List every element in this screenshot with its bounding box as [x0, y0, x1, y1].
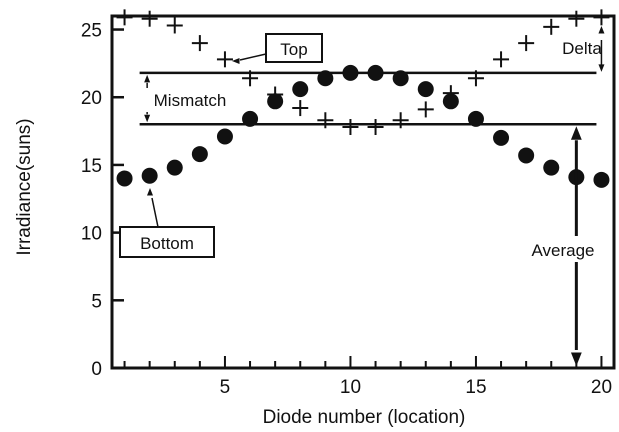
bottom-label: Bottom: [140, 234, 194, 253]
dot-marker: [442, 93, 459, 110]
top-label: Top: [280, 40, 307, 59]
delta-label-bg: [558, 36, 612, 58]
dot-marker: [242, 110, 259, 127]
y-tick-label: 15: [81, 156, 102, 177]
delta-arrow-up: [598, 26, 605, 34]
x-tick-label: 5: [220, 377, 231, 398]
y-tick-label: 10: [81, 224, 102, 245]
plus-marker: [242, 70, 259, 87]
y-tick-label: 20: [81, 88, 102, 109]
dot-marker: [518, 147, 535, 164]
dot-marker: [392, 70, 409, 87]
plus-marker: [493, 51, 510, 68]
dot-marker: [267, 93, 284, 110]
x-tick-label: 10: [340, 377, 361, 398]
mismatch-arrow-down: [144, 114, 151, 123]
axes: [110, 14, 616, 370]
dot-marker: [467, 110, 484, 127]
plus-marker: [417, 101, 434, 118]
average-label: Average: [531, 241, 594, 260]
y-tick-label: 25: [81, 21, 102, 42]
x-tick-label: 20: [591, 377, 612, 398]
dot-marker: [166, 159, 183, 176]
delta-label: Delta: [562, 39, 602, 58]
average-arrow-down: [570, 352, 582, 366]
y-tick-label: 0: [91, 359, 102, 380]
plus-marker: [116, 9, 133, 26]
plus-marker: [141, 10, 158, 27]
plot-frame: [110, 14, 616, 370]
plus-marker: [367, 119, 384, 136]
average-label-bg: [516, 236, 610, 262]
dot-marker: [317, 70, 334, 87]
plus-marker: [467, 70, 484, 87]
plus-marker: [593, 9, 610, 26]
top-pointer-head: [232, 58, 240, 64]
plus-marker: [392, 112, 409, 129]
plus-marker: [191, 35, 208, 52]
dot-marker: [141, 167, 158, 184]
top-pointer: [239, 53, 267, 61]
mismatch-label: Mismatch: [154, 91, 227, 110]
bottom-label-box: [119, 226, 215, 258]
plus-marker: [543, 18, 560, 35]
mismatch-arrow-up: [144, 74, 151, 83]
average-arrow-up: [570, 126, 582, 140]
annotations: Top Mismatch Bottom Delta Average: [119, 26, 612, 366]
dot-marker: [216, 128, 233, 145]
x-axis-label: Diode number (location): [263, 407, 466, 428]
dot-marker: [292, 81, 309, 98]
data-series: [116, 9, 610, 188]
bottom-pointer: [151, 197, 159, 228]
plus-marker: [166, 17, 183, 34]
plus-marker: [568, 10, 585, 27]
x-tick-label: 15: [465, 377, 486, 398]
ticks: 0 5 10 15 20 25 5 10 15 20: [81, 21, 612, 398]
y-tick-label: 5: [91, 291, 102, 312]
plus-marker: [292, 100, 309, 117]
delta-arrow-down: [598, 64, 605, 72]
dot-marker: [191, 146, 208, 163]
top-label-box: [265, 33, 323, 63]
mismatch-label-bg: [137, 88, 241, 112]
plus-marker: [317, 112, 334, 129]
dot-marker: [543, 159, 560, 176]
dot-marker: [417, 81, 434, 98]
bottom-pointer-head: [147, 188, 153, 196]
y-axis-label: Irradiance(suns): [14, 118, 35, 255]
plus-marker: [518, 35, 535, 52]
dot-marker: [342, 64, 359, 81]
plus-marker: [216, 51, 233, 68]
dot-marker: [367, 64, 384, 81]
dot-marker: [116, 170, 133, 187]
plus-marker: [342, 119, 359, 136]
dot-marker: [493, 129, 510, 146]
dot-marker: [593, 171, 610, 188]
